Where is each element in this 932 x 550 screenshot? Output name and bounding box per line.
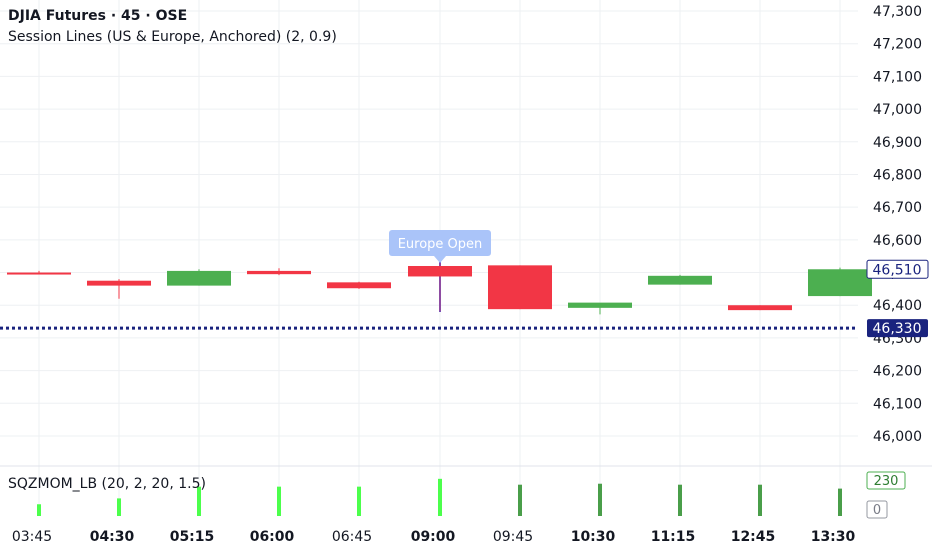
x-tick-label: 06:00	[250, 529, 295, 545]
histogram-bar	[678, 484, 682, 516]
histogram-bar	[277, 486, 281, 516]
current-price-badge	[867, 319, 928, 338]
x-tick-label: 12:45	[731, 529, 776, 545]
oscillator-legend[interactable]: SQZMOM_LB (20, 2, 20, 1.5)	[8, 476, 206, 492]
symbol-legend[interactable]: DJIA Futures · 45 · OSE	[8, 8, 188, 24]
y-tick-label: 46,800	[873, 167, 922, 183]
oscillator-zero-label: 0	[873, 503, 881, 518]
histogram-bar	[357, 486, 361, 516]
y-tick-label: 47,300	[873, 4, 922, 20]
last-price-badge	[866, 259, 929, 279]
histogram-bar	[197, 486, 201, 516]
candle-body	[568, 302, 632, 308]
candles	[7, 246, 872, 315]
oscillator-value-label: 230	[874, 474, 899, 489]
y-tick-label: 46,100	[873, 396, 922, 412]
y-tick-label: 46,000	[873, 429, 922, 445]
candle-body	[488, 265, 552, 310]
indicator-legend[interactable]: Session Lines (US & Europe, Anchored) (2…	[8, 29, 337, 45]
histogram-bar	[518, 484, 522, 516]
oscillator-value-badge	[866, 471, 906, 490]
candle-body	[728, 305, 792, 311]
histogram-bar	[37, 504, 41, 516]
oscillator-zero-badge	[866, 500, 888, 519]
x-tick-label: 11:15	[651, 529, 696, 545]
y-tick-label: 47,100	[873, 69, 922, 85]
histogram-bar	[758, 484, 762, 516]
y-tick-label: 46,200	[873, 364, 922, 380]
histogram-bar	[438, 478, 442, 516]
y-tick-label: 46,900	[873, 135, 922, 151]
time-axis[interactable]: 03:45 04:30 05:15 06:00 06:45 09:00 09:45 10:30…	[12, 529, 856, 545]
x-tick-label: 10:30	[571, 529, 616, 545]
current-price-label: 46,330	[873, 321, 922, 337]
y-tick-label: 46,600	[873, 233, 922, 249]
candle-body	[648, 275, 712, 285]
candle-body	[327, 282, 391, 289]
europe-open-tag-pointer	[434, 256, 446, 263]
x-tick-label: 09:00	[411, 529, 456, 545]
x-tick-label: 05:15	[170, 529, 215, 545]
x-tick-label: 04:30	[90, 529, 135, 545]
y-tick-label: 46,400	[873, 298, 922, 314]
candle-body	[808, 269, 872, 297]
session-label-group: 46,510 46,330 230 0 Europe Open	[389, 230, 929, 519]
candle-body	[167, 270, 231, 286]
candle-body	[87, 280, 151, 286]
x-tick-label: 06:45	[332, 529, 372, 545]
candle-body	[7, 272, 71, 275]
candle-body	[408, 266, 472, 277]
x-tick-label: 09:45	[493, 529, 533, 545]
price-axis[interactable]: 47,300 47,200 47,100 47,000 46,900 46,800 46,7…	[873, 4, 922, 445]
x-tick-label: 03:45	[12, 529, 52, 545]
histogram-bar	[117, 498, 121, 516]
histogram-bar	[598, 483, 602, 516]
x-tick-label: 13:30	[811, 529, 856, 545]
histogram-bar	[838, 488, 842, 516]
last-price-label: 46,510	[873, 262, 922, 278]
europe-open-tag	[389, 230, 491, 256]
europe-open-label: Europe Open	[398, 237, 483, 252]
squeeze-histogram	[37, 478, 842, 516]
y-tick-label: 47,200	[873, 37, 922, 53]
candle-body	[247, 270, 311, 275]
y-tick-label: 47,000	[873, 102, 922, 118]
grid-lines	[0, 0, 858, 514]
y-tick-label: 46,700	[873, 200, 922, 216]
